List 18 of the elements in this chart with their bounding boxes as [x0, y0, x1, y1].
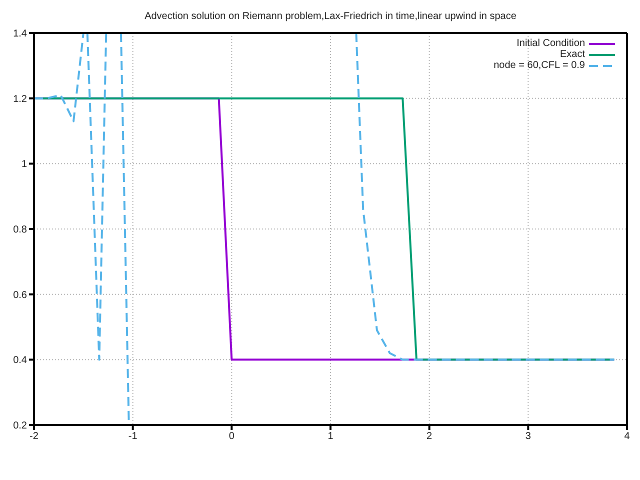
y-tick-label: 1.2	[13, 94, 28, 105]
legend-label: Exact	[560, 49, 585, 60]
x-tick-label: 0	[228, 431, 235, 442]
y-tick-label: 1.4	[13, 28, 28, 40]
y-tick-label: 1	[21, 159, 28, 170]
x-tick-label: -1	[128, 431, 138, 442]
y-tick-label: 0.6	[13, 290, 28, 301]
legend-label: Initial Condition	[516, 38, 585, 49]
x-tick-label: 3	[525, 431, 532, 442]
legend-label: node = 60,CFL = 0.9	[494, 60, 585, 71]
x-tick-label: 1	[328, 431, 334, 442]
y-tick-label: 0.8	[13, 224, 28, 236]
x-tick-label: 4	[624, 431, 630, 442]
x-tick-label: -2	[30, 431, 39, 442]
chart-title: Advection solution on Riemann problem,Lax-Friedrich in time,linear upwind in space	[144, 11, 518, 22]
y-tick-label: 0.4	[13, 355, 28, 366]
x-tick-label: 2	[426, 431, 433, 442]
y-tick-label: 0.2	[13, 420, 28, 432]
